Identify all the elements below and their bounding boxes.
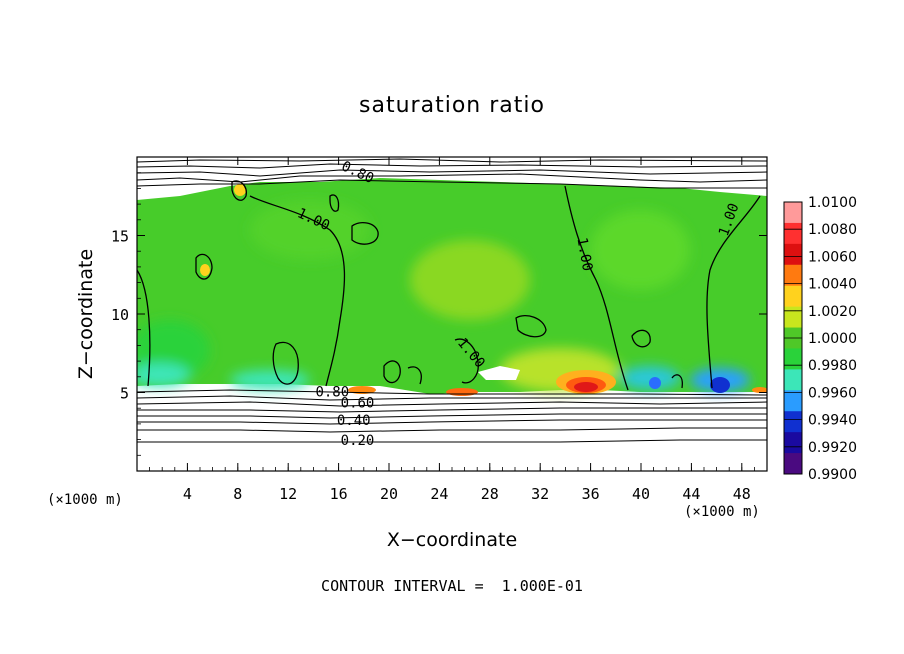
x-tick-label: 48	[733, 485, 751, 503]
contour-line-1.00	[272, 341, 299, 385]
colorbar-label: 0.9900	[808, 467, 857, 483]
contour-line	[137, 389, 767, 396]
colorbar-swatch	[784, 453, 802, 475]
x-tick-label: 4	[183, 485, 192, 503]
colorbar-swatch	[784, 285, 802, 308]
contour-line-1.00	[564, 185, 629, 391]
contour-line	[137, 401, 767, 407]
x-tick-label: 40	[632, 485, 650, 503]
contour-line-1.00	[231, 180, 247, 201]
contour-line-1.00	[706, 195, 761, 389]
contour-label-group: 0.40	[337, 413, 371, 429]
contour-label: 0.80	[315, 385, 349, 401]
colorbar-swatch	[784, 306, 802, 329]
contour-line	[137, 158, 767, 163]
contour-label-group: 0.80	[315, 385, 349, 401]
colorbar-swatch	[784, 432, 802, 454]
contour-line	[137, 407, 767, 413]
colorbar-swatch	[784, 243, 802, 266]
warm-anomaly	[446, 388, 478, 396]
contour-line-1.00	[195, 253, 213, 280]
cool-anomaly	[710, 377, 730, 393]
contour-line-1.00	[515, 315, 547, 338]
x-tick-label: 20	[380, 485, 398, 503]
colorbar-label: 0.9960	[808, 385, 857, 401]
contour-label-group: 1.00	[573, 236, 595, 272]
chart-title: saturation ratio	[359, 93, 545, 118]
field-blob	[230, 370, 310, 390]
x-axis-label: X−coordinate	[387, 529, 517, 551]
contour-line-1.00	[407, 366, 422, 385]
contour-line	[137, 173, 767, 183]
warm-anomaly	[752, 387, 767, 393]
plot-area: 0.800.600.400.200.801.001.001.001.00	[137, 157, 767, 471]
contour-label-group: 0.20	[341, 433, 375, 449]
x-unit-left: (×1000 m)	[47, 492, 123, 508]
colorbar-swatch	[784, 369, 802, 391]
colorbar-swatch	[784, 348, 802, 370]
field-blob	[410, 240, 530, 320]
x-tick-label: 44	[682, 485, 700, 503]
x-tick-label: 8	[233, 485, 242, 503]
x-tick-label: 24	[430, 485, 448, 503]
field-blob	[137, 363, 190, 387]
colorbar-label: 1.0100	[808, 195, 857, 211]
y-tick-label: 5	[120, 385, 129, 403]
contour-label: 0.20	[341, 433, 375, 449]
warm-anomaly	[574, 382, 598, 392]
contour-line-1.00	[671, 374, 683, 389]
colorbar-swatch	[784, 264, 802, 287]
colorbar-label: 0.9940	[808, 413, 857, 429]
contour-label: 1.00	[573, 236, 595, 272]
contour-line-1.00	[454, 338, 479, 384]
contour-line-1.00	[351, 221, 379, 245]
contour-line	[137, 163, 767, 169]
x-tick-label: 16	[330, 485, 348, 503]
x-tick-label: 32	[531, 485, 549, 503]
contour-line	[137, 169, 767, 177]
y-axis-label: Z−coordinate	[75, 249, 97, 379]
contour-line	[137, 439, 767, 443]
x-tick-label: 12	[279, 485, 297, 503]
cool-anomaly	[649, 377, 661, 389]
colorbar-swatch	[784, 390, 802, 412]
contour-line	[137, 179, 767, 189]
y-tick-label: 10	[111, 306, 129, 324]
dry-pocket	[478, 366, 520, 380]
y-tick-label: 15	[111, 228, 129, 246]
colorbar-swatch	[784, 411, 802, 433]
contour-line	[137, 427, 767, 433]
contour-label: 0.60	[341, 395, 375, 411]
colorbar-swatch	[784, 222, 802, 245]
colorbar-label: 0.9980	[808, 358, 857, 374]
warm-anomaly	[200, 264, 210, 276]
contour-label: 0.40	[337, 413, 371, 429]
contour-label-group: 0.60	[341, 395, 375, 411]
colorbar-label: 1.0060	[808, 249, 857, 265]
contour-line-1.00	[137, 269, 151, 387]
colorbar-label: 1.0020	[808, 304, 857, 320]
contour-interval-footer: CONTOUR INTERVAL = 1.000E-01	[321, 577, 583, 595]
colorbar-label: 1.0040	[808, 277, 857, 293]
x-tick-label: 28	[481, 485, 499, 503]
colorbar-swatch	[784, 202, 802, 224]
colorbar-label: 0.9920	[808, 440, 857, 456]
contour-line-1.00	[631, 329, 651, 348]
x-tick-label: 36	[582, 485, 600, 503]
field-blob	[620, 366, 680, 390]
contour-line	[137, 395, 767, 401]
warm-anomaly	[234, 184, 246, 196]
contour-line	[137, 419, 767, 425]
contour-line-1.00	[329, 194, 340, 212]
x-unit-right: (×1000 m)	[684, 504, 760, 520]
contour-line-1.00	[249, 195, 346, 387]
colorbar-label: 1.0080	[808, 222, 857, 238]
contour-line-1.00	[383, 360, 401, 384]
contour-line	[137, 413, 767, 419]
field-blob	[590, 210, 690, 290]
colorbar-label: 1.0000	[808, 331, 857, 347]
